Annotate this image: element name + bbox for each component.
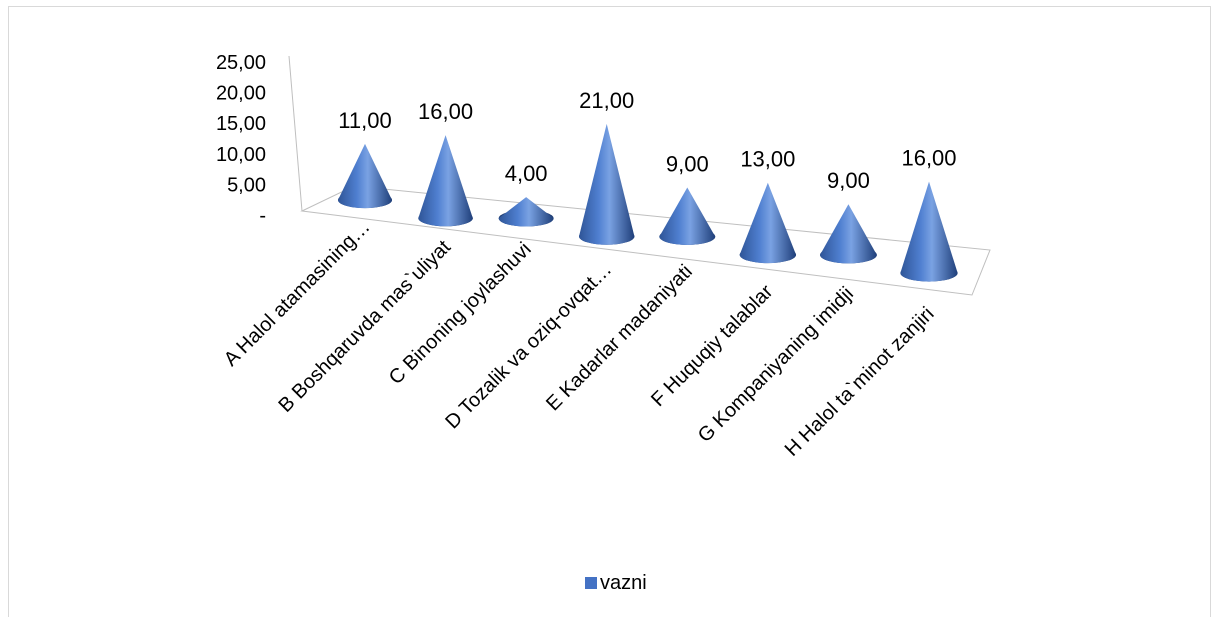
legend-label: vazni [600, 572, 647, 594]
y-axis-line [288, 55, 303, 212]
data-label: 11,00 [338, 108, 391, 133]
data-label: 9,00 [666, 152, 709, 177]
floor-outline [300, 185, 991, 296]
y-tick-label: 5,00 [227, 174, 266, 196]
legend-swatch [585, 577, 597, 589]
y-tick-label: 15,00 [216, 113, 266, 135]
cone-bar [418, 135, 473, 227]
cone-bar [900, 181, 958, 282]
data-label: 9,00 [827, 168, 870, 193]
y-tick-label: 10,00 [216, 144, 266, 166]
chart-frame [8, 6, 1211, 617]
category-label: B Boshqaruvda mas`uliyat [274, 236, 455, 417]
data-label: 13,00 [740, 147, 795, 172]
data-label: 21,00 [579, 88, 634, 113]
cone-bar [579, 123, 635, 245]
data-label: 4,00 [505, 161, 548, 186]
cone-bar [659, 187, 716, 245]
y-tick-label: 25,00 [216, 52, 266, 74]
data-label: 16,00 [418, 99, 473, 124]
y-tick-label: - [259, 205, 266, 227]
data-label: 16,00 [901, 146, 956, 171]
cone-bar [820, 204, 877, 264]
category-label: D Tozalik va oziq-ovqat… [441, 258, 616, 433]
cone-bar [338, 143, 392, 209]
y-tick-label: 20,00 [216, 83, 266, 105]
cone-bar [498, 197, 554, 227]
cone-bar [739, 182, 797, 264]
